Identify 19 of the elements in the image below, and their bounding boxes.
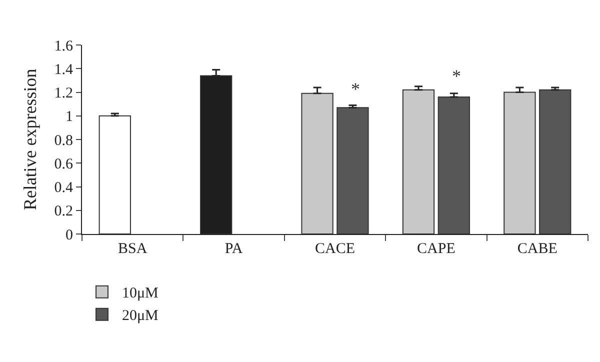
y-tick-label: 0.2: [54, 204, 73, 220]
y-tick-label: 0.8: [54, 132, 73, 149]
x-tick-label: CAPE: [417, 241, 456, 257]
x-tick-label: PA: [224, 241, 243, 257]
y-tick-label: 0.6: [54, 156, 74, 172]
x-tick-label: BSA: [118, 241, 148, 257]
y-axis-title: Relative expression: [20, 68, 40, 210]
y-tick-label: 0.4: [54, 180, 74, 196]
legend-label: 10μM: [122, 286, 158, 302]
y-tick-label: 0: [66, 227, 73, 244]
annotation: *: [452, 66, 461, 86]
y-tick-label: 1: [66, 109, 73, 126]
legend-label: 20μM: [122, 308, 158, 324]
y-tick-label: 1.2: [54, 86, 73, 102]
x-tick-label: CABE: [517, 241, 558, 257]
annotation: *: [351, 79, 360, 99]
y-tick-label: 1.4: [54, 62, 74, 78]
x-tick-label: CACE: [314, 241, 356, 257]
y-tick-label: 1.6: [54, 38, 74, 54]
